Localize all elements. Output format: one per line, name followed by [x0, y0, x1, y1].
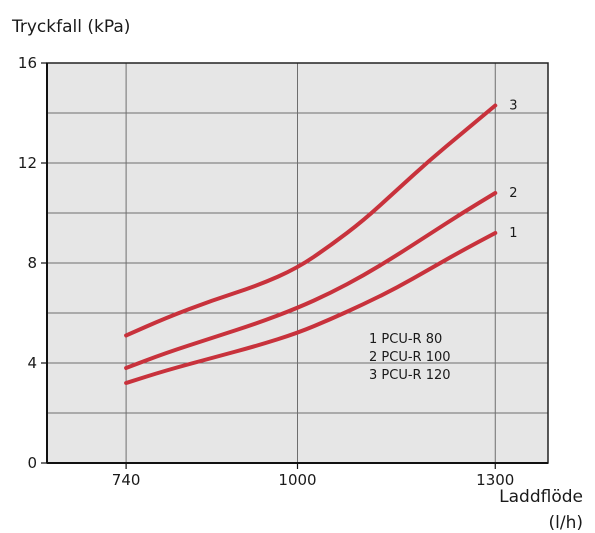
x-tick-label: 1000: [278, 471, 316, 489]
legend-entry: 1 PCU-R 80: [369, 332, 442, 347]
y-axis-label: Tryckfall (kPa): [11, 17, 130, 37]
y-tick-label: 0: [27, 454, 37, 472]
x-tick-labels: 740 1000 1300: [112, 463, 514, 489]
series-end-labels: 1 2 3: [509, 99, 517, 242]
x-axis-label: Laddflöde: [499, 487, 583, 507]
y-tick-labels: 0 4 8 12 16: [18, 54, 47, 472]
y-tick-label: 12: [18, 154, 37, 172]
legend-entry: 2 PCU-R 100: [369, 350, 451, 365]
series-line-1: [124, 231, 498, 385]
series-lines: [124, 103, 498, 385]
legend-entry: 3 PCU-R 120: [369, 368, 451, 383]
legend: 1 PCU-R 80 2 PCU-R 100 3 PCU-R 120: [369, 332, 451, 383]
series-end-label-1: 1: [509, 226, 517, 241]
gridlines: [47, 63, 548, 463]
y-tick-label: 8: [27, 254, 37, 272]
x-tick-label: 1300: [476, 471, 514, 489]
y-tick-label: 16: [18, 54, 37, 72]
x-axis-unit: (l/h): [549, 513, 584, 533]
series-end-label-2: 2: [509, 186, 517, 201]
series-end-label-3: 3: [509, 99, 517, 114]
x-tick-label: 740: [112, 471, 141, 489]
series-line-3: [124, 103, 498, 338]
series-line-2: [124, 191, 498, 370]
y-tick-label: 4: [27, 354, 37, 372]
